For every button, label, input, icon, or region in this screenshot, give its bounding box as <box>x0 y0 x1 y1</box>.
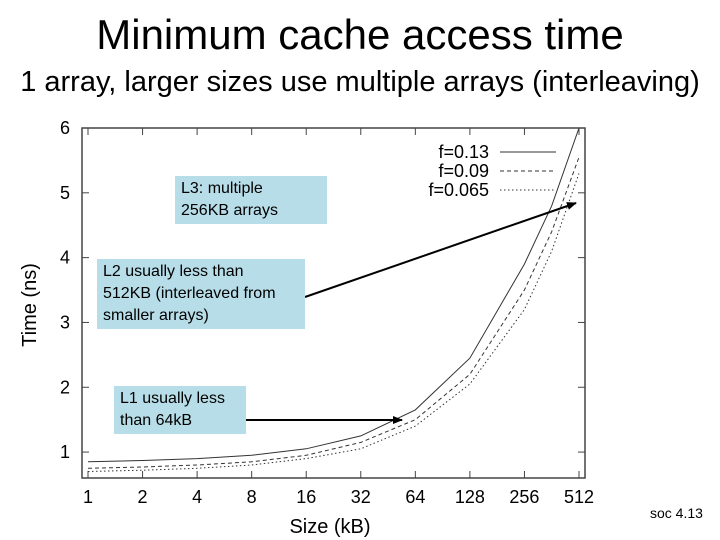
x-tick-label: 32 <box>351 487 371 507</box>
x-tick-label: 16 <box>296 487 316 507</box>
x-tick-label: 2 <box>138 487 148 507</box>
y-tick-label: 1 <box>60 442 70 462</box>
y-tick-label: 3 <box>60 312 70 332</box>
y-tick-label: 5 <box>60 183 70 203</box>
y-axis-title: Time (ns) <box>19 263 41 347</box>
legend-label: f=0.065 <box>428 180 489 200</box>
x-tick-label: 128 <box>455 487 485 507</box>
x-axis-title: Size (kB) <box>289 516 370 538</box>
legend-label: f=0.09 <box>438 161 489 181</box>
series-line-f=0.13 <box>87 128 580 463</box>
slide-subtitle: 1 array, larger sizes use multiple array… <box>20 66 700 98</box>
x-tick-label: 4 <box>192 487 202 507</box>
y-tick-label: 4 <box>60 248 70 268</box>
x-tick-label: 1 <box>83 487 93 507</box>
x-tick-label: 8 <box>247 487 257 507</box>
y-tick-label: 6 <box>60 118 70 138</box>
series-line-f=0.09 <box>87 157 580 469</box>
x-tick-label: 512 <box>564 487 594 507</box>
x-tick-label: 256 <box>509 487 539 507</box>
slide-title: Minimum cache access time <box>96 11 624 58</box>
legend-label: f=0.13 <box>438 142 489 162</box>
callout-l1: L1 usually less than 64kB <box>114 386 246 434</box>
y-tick-label: 2 <box>60 377 70 397</box>
callout-arrow-l2 <box>304 202 577 298</box>
callout-l2: L2 usually less than 512KB (interleaved … <box>97 259 305 329</box>
x-tick-label: 64 <box>405 487 425 507</box>
callout-l3: L3: multiple 256KB arrays <box>175 176 327 224</box>
slide-footer: soc 4.13 <box>650 505 703 521</box>
